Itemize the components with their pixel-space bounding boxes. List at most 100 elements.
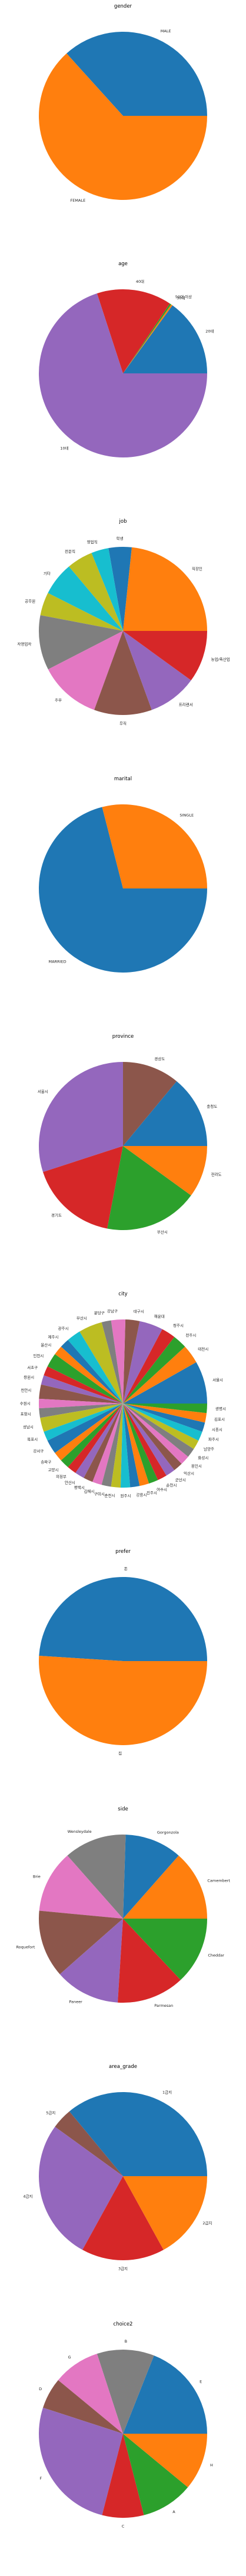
slice-label: 집 <box>118 1751 122 1756</box>
pie-slice <box>123 2176 207 2250</box>
pie-slice <box>123 1404 140 1488</box>
pie-slice <box>43 1146 123 1229</box>
slice-label: 기타 <box>44 570 51 576</box>
chart-title: choice2 <box>114 2321 133 2327</box>
slice-label: 분당구 <box>94 1310 105 1315</box>
pie-slice <box>48 566 123 631</box>
pie-slice <box>123 303 171 373</box>
pie-slice <box>38 1656 207 1745</box>
slice-label: MARRIED <box>48 959 66 964</box>
slice-label: 익산시 <box>184 1471 194 1476</box>
pie-slice <box>39 1576 207 1661</box>
slice-label: 경상도 <box>154 1056 165 1061</box>
slice-label: 창원시 <box>24 1375 34 1380</box>
pie-slice <box>38 1910 123 1974</box>
pie-slice <box>79 1322 123 1404</box>
slice-label: 강서구 <box>33 1448 44 1454</box>
pie-slice <box>123 631 207 681</box>
pie-slice <box>123 1404 199 1449</box>
slice-label: Cheddar <box>208 1953 224 1958</box>
slice-label: 원주시 <box>121 1493 131 1498</box>
pie-slice <box>107 1146 191 1231</box>
pie-svg: gender MALE FEMALE <box>38 4 207 203</box>
pie-slice <box>123 304 173 373</box>
slice-label: 공무원 <box>25 598 35 603</box>
slice-label: 주부 <box>55 698 62 703</box>
chart-title: province <box>112 1034 134 1040</box>
pie-slice <box>97 289 170 373</box>
slice-label: Brie <box>33 1875 41 1879</box>
pie-slice <box>38 293 207 458</box>
pie-slice <box>55 2111 123 2176</box>
slice-label: 자영업자 <box>17 641 31 646</box>
slice-label: 제주시 <box>48 1335 58 1339</box>
slice-label: 광명시 <box>215 1406 226 1411</box>
pie-slice <box>123 1337 185 1404</box>
slice-label: 전주시 <box>185 1332 196 1338</box>
pie-slice <box>108 546 132 631</box>
pie-slice <box>40 593 123 631</box>
pie-slice <box>38 53 207 200</box>
pie-slice <box>97 2350 154 2434</box>
pie-chart-gender: gender MALE FEMALE <box>0 0 246 258</box>
pie-slice <box>123 1404 182 1471</box>
slice-label: 춘천시 <box>105 1493 115 1498</box>
pie-chart-choice2: choice2 E B G D F C A H <box>0 2318 246 2575</box>
slice-label: E <box>200 2380 202 2384</box>
pie-slice <box>84 1404 123 1482</box>
slice-label: 무직 <box>119 720 127 726</box>
pie-slice <box>69 553 123 631</box>
pie-slice <box>123 1855 207 1919</box>
slice-label: 김해시 <box>84 1489 94 1494</box>
slice-label: 남양주 <box>204 1446 214 1451</box>
pie-slice <box>101 1404 123 1487</box>
slice-label: 수원시 <box>20 1401 31 1406</box>
slice-label: 전문직 <box>65 549 75 554</box>
pie-slice <box>39 1062 123 1172</box>
pie-slice <box>120 1404 131 1488</box>
pie-slice <box>123 1329 175 1404</box>
slice-label: 30대 <box>177 296 185 300</box>
pie-slice <box>44 1366 123 1404</box>
slice-label: 전라도 <box>211 1172 222 1177</box>
pie-slice <box>111 1319 126 1404</box>
slice-label: 서울시 <box>38 1089 48 1094</box>
pie-slice <box>47 1354 123 1404</box>
pie-slice <box>123 2434 207 2488</box>
slice-label: 강남구 <box>107 1308 118 1314</box>
pie-slice <box>68 1404 123 1474</box>
pie-slice <box>39 2407 124 2515</box>
slice-label: 안산시 <box>65 1480 75 1485</box>
pie-slice <box>48 631 123 710</box>
slice-label: 영업직 <box>87 539 98 544</box>
chart-title: side <box>118 1806 128 1812</box>
pie-chart-prefer: prefer 돈 집 <box>0 1545 246 1803</box>
slice-label: 화성시 <box>198 1455 208 1461</box>
slice-label: FEMALE <box>71 198 86 203</box>
slice-label: Parmesan <box>154 2003 173 2008</box>
slice-label: F <box>39 2476 42 2481</box>
pie-slice <box>75 1404 123 1478</box>
slice-label: 목포시 <box>27 1437 38 1442</box>
pie-slice <box>94 631 152 716</box>
pie-slice <box>102 2434 144 2518</box>
slice-label: 50대 이상 <box>175 294 192 299</box>
pie-slice <box>43 2380 123 2434</box>
pie-slice <box>39 2126 124 2250</box>
slice-label: H <box>210 2463 213 2467</box>
pie-slice <box>123 1321 162 1404</box>
slice-label: 충청도 <box>207 1104 217 1109</box>
slice-label: 농업/축산업 <box>211 657 230 662</box>
slice-label: 부산시 <box>157 1229 168 1234</box>
pie-slice <box>118 1919 181 2003</box>
chart-title: age <box>118 261 128 267</box>
pie-slice <box>69 2092 207 2176</box>
slice-label: 의정부 <box>56 1474 67 1479</box>
slice-label: 평택시 <box>74 1485 85 1490</box>
chart-title: prefer <box>115 1549 131 1555</box>
pie-chart-job: job 직장인 학생 영업직 전문직 기타 공무원 자영업자 주부 무직 프리랜서 농업/축산업 <box>0 515 246 773</box>
pie-slice <box>38 807 207 973</box>
pie-chart-area-grade: area_grade 1급지 5급지 4급지 3급지 2급지 <box>0 2060 246 2318</box>
